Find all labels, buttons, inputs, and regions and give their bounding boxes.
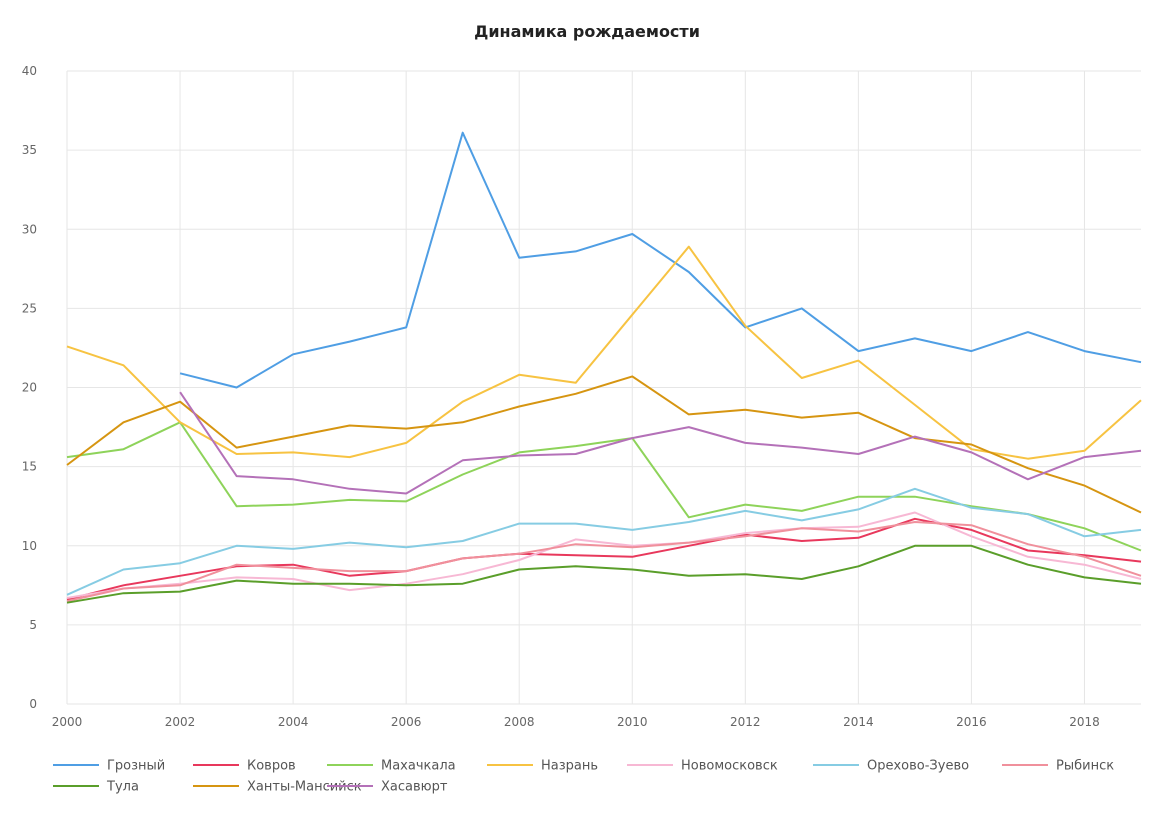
y-tick-label: 10 (22, 539, 37, 553)
series-lines (66, 131, 1142, 604)
series-line-назрань[interactable] (66, 245, 1142, 460)
y-tick-label: 20 (22, 381, 37, 395)
x-tick-label: 2014 (843, 715, 874, 729)
series-line-грозный[interactable] (179, 131, 1142, 389)
legend-item[interactable]: Новомосковск (627, 759, 778, 774)
series-line-хасавюрт[interactable] (179, 391, 1142, 495)
legend-label: Ковров (247, 759, 296, 774)
series-line-ханты-мансийск[interactable] (66, 375, 1142, 514)
y-tick-label: 40 (22, 64, 37, 78)
legend-item[interactable]: Ханты-Мансийск (193, 780, 362, 795)
y-tick-label: 35 (22, 143, 37, 157)
legend-item[interactable]: Тула (53, 780, 139, 795)
legend-label: Грозный (107, 759, 165, 774)
legend-label: Рыбинск (1056, 759, 1114, 774)
x-tick-label: 2000 (52, 715, 83, 729)
x-tick-label: 2016 (956, 715, 987, 729)
legend-item[interactable]: Грозный (53, 759, 165, 774)
legend-label: Назрань (541, 759, 598, 774)
grid-lines (66, 70, 1141, 705)
series-line-рыбинск[interactable] (66, 521, 1142, 603)
x-tick-label: 2010 (617, 715, 648, 729)
chart-title: Динамика рождаемости (474, 22, 700, 41)
y-axis-ticks: 0 5 10 15 20 25 30 35 40 (22, 64, 37, 711)
x-tick-label: 2018 (1069, 715, 1100, 729)
legend-item[interactable]: Орехово-Зуево (813, 759, 969, 774)
y-tick-label: 15 (22, 460, 37, 474)
legend-label: Орехово-Зуево (867, 759, 969, 774)
legend-item[interactable]: Махачкала (327, 759, 456, 774)
y-tick-label: 0 (29, 697, 37, 711)
series-line-тула[interactable] (66, 544, 1142, 604)
x-tick-label: 2012 (730, 715, 761, 729)
legend-label: Новомосковск (681, 759, 778, 774)
legend[interactable]: Грозный Ковров Махачкала Назрань Новомосковс… (53, 759, 1114, 795)
legend-item[interactable]: Рыбинск (1002, 759, 1114, 774)
legend-label: Ханты-Мансийск (247, 780, 362, 795)
legend-item[interactable]: Назрань (487, 759, 598, 774)
y-tick-label: 5 (29, 618, 37, 632)
legend-label: Хасавюрт (381, 780, 448, 795)
y-tick-label: 25 (22, 301, 37, 315)
series-line-новомосковск[interactable] (66, 511, 1142, 599)
x-tick-label: 2002 (165, 715, 196, 729)
x-tick-label: 2006 (391, 715, 422, 729)
legend-item[interactable]: Ковров (193, 759, 296, 774)
series-line-ковров[interactable] (66, 517, 1142, 601)
x-axis-ticks: 2000 2002 2004 2006 2008 2010 2012 2014 2016 2018 (52, 715, 1100, 729)
y-tick-label: 30 (22, 222, 37, 236)
legend-label: Махачкала (381, 759, 456, 774)
x-tick-label: 2004 (278, 715, 309, 729)
series-line-орехово-зуево[interactable] (66, 487, 1142, 596)
legend-label: Тула (106, 780, 139, 795)
x-tick-label: 2008 (504, 715, 535, 729)
legend-item[interactable]: Хасавюрт (327, 780, 448, 795)
